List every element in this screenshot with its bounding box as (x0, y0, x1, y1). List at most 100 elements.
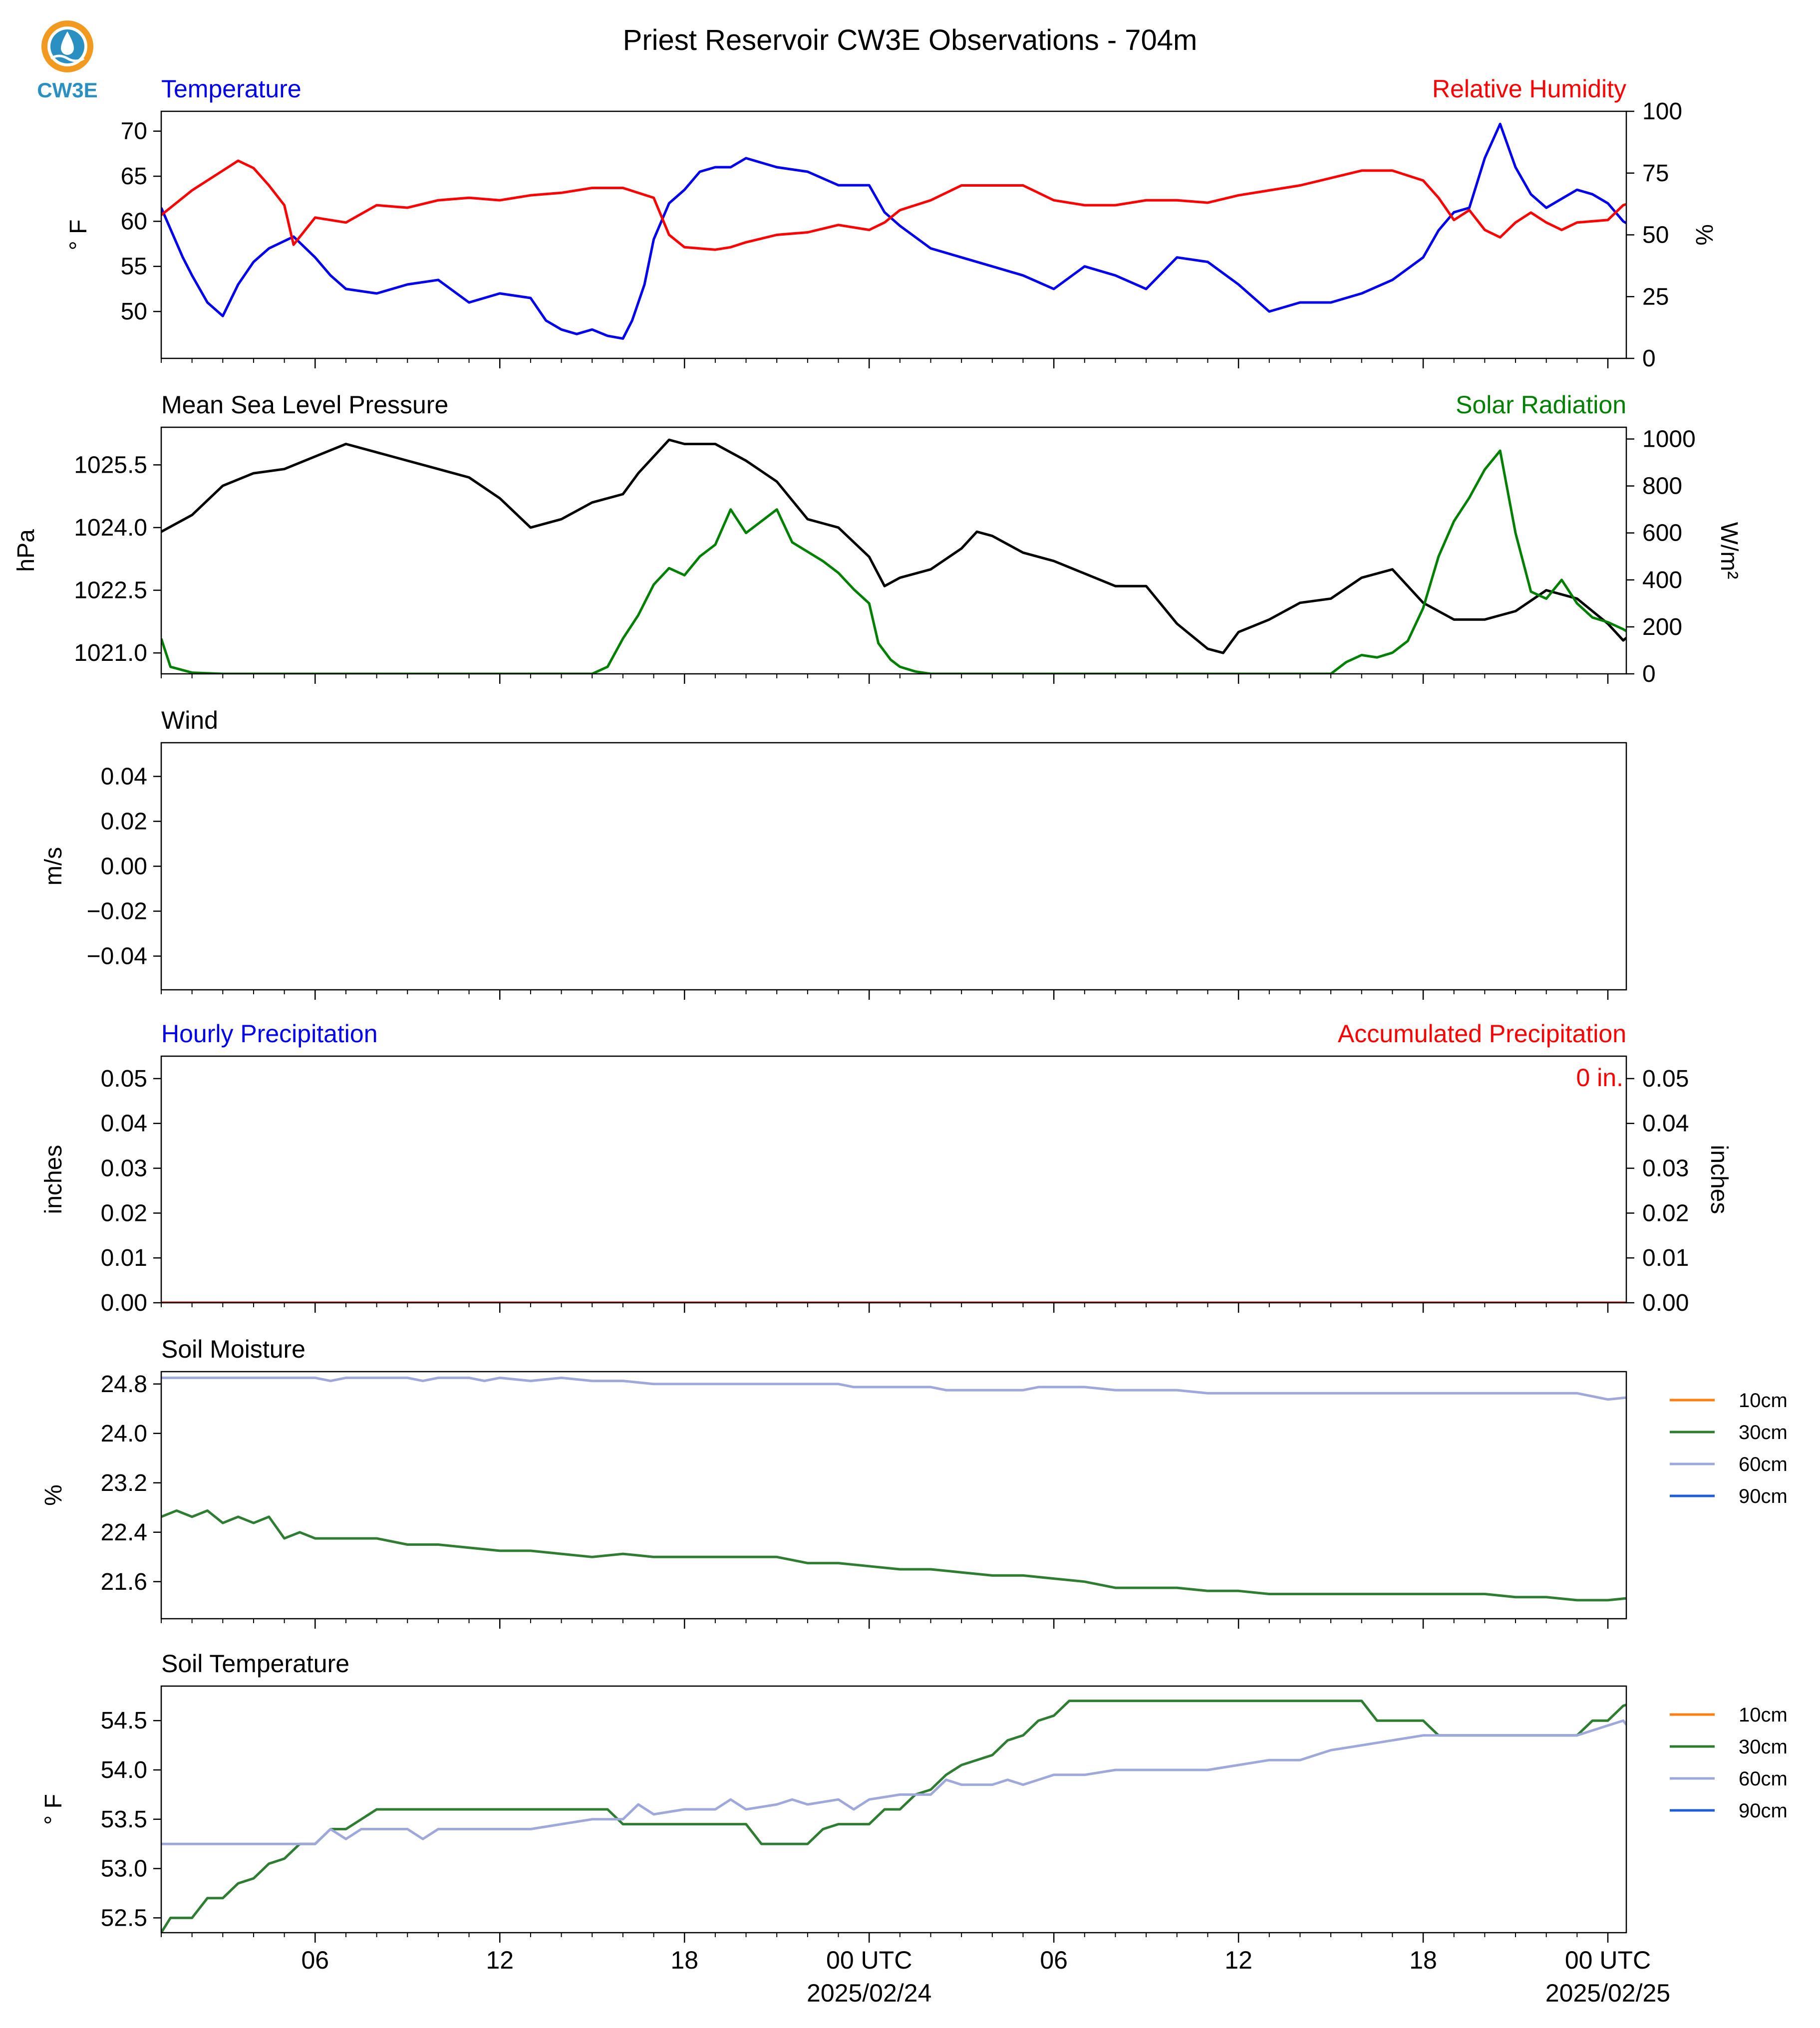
y-tick-label: 55 (121, 254, 147, 280)
y-tick-label-right: 0.02 (1642, 1200, 1689, 1226)
x-tick-label: 06 (301, 1946, 329, 1974)
y-axis-label-right: W/m² (1716, 522, 1742, 579)
y-tick-label: 52.5 (101, 1905, 147, 1931)
y-tick-label: 0.03 (101, 1156, 147, 1182)
panel-wind: Wind −0.04 −0.02 0.00 0.02 0.04 m/s (40, 706, 1627, 1000)
legend-label-30cm: 30cm (1739, 1422, 1788, 1444)
x-tick-label: 00 UTC (1565, 1946, 1651, 1974)
y-tick-label: 1021.0 (74, 640, 147, 666)
y-tick-label: 24.8 (101, 1371, 147, 1398)
y-tick-label-right: 0.05 (1642, 1066, 1689, 1092)
y-tick-label: 21.6 (101, 1569, 147, 1595)
series-60cm (161, 1719, 1626, 1845)
logo-drop-icon (61, 31, 74, 55)
x-tick-label: 12 (1224, 1946, 1252, 1974)
y-tick-label: 53.5 (101, 1806, 147, 1833)
y-axis-label-right: inches (1706, 1145, 1732, 1214)
y-tick-label: 0.02 (101, 809, 147, 835)
y-tick-label-right: 1000 (1642, 426, 1696, 453)
y-tick-label: 0.04 (101, 1111, 147, 1137)
y-tick-label: −0.04 (87, 943, 147, 970)
y-tick-label-right: 0.03 (1642, 1156, 1689, 1182)
y-tick-label: 1025.5 (74, 452, 147, 478)
y-axis-label: ° F (65, 220, 92, 251)
logo-text: CW3E (37, 78, 97, 102)
axes-frame (160, 1371, 1627, 1620)
y-tick-label-right: 100 (1642, 98, 1682, 125)
y-tick-label: 24.0 (101, 1421, 147, 1447)
y-tick-label: 53.0 (101, 1856, 147, 1882)
legend: 10cm 30cm 60cm 90cm (1670, 1390, 1788, 1507)
series-relative-humidity (161, 159, 1626, 251)
y-tick-label: 22.4 (101, 1519, 147, 1546)
y-tick-label-right: 0 (1642, 345, 1656, 372)
y-tick-label: 0.00 (101, 1290, 147, 1316)
y-tick-label: 0.02 (101, 1200, 147, 1226)
panel-title-left: Soil Moisture (161, 1335, 305, 1363)
panel-title-right: Solar Radiation (1456, 391, 1626, 419)
panel-title-left: Soil Temperature (161, 1650, 349, 1678)
legend: 10cm 30cm 60cm 90cm (1670, 1704, 1788, 1822)
y-tick-label: 1022.5 (74, 578, 147, 604)
y-axis-label: hPa (13, 529, 39, 572)
x-tick-label: 06 (1040, 1946, 1068, 1974)
panel-title-left: Hourly Precipitation (161, 1020, 378, 1048)
y-tick-label-right: 0.01 (1642, 1245, 1689, 1271)
legend-label-10cm: 10cm (1739, 1390, 1788, 1412)
panel-title-right: Accumulated Precipitation (1338, 1020, 1626, 1048)
y-tick-label: 0.01 (101, 1245, 147, 1271)
y-tick-label: 23.2 (101, 1470, 147, 1496)
y-axis-label: % (40, 1484, 67, 1506)
y-tick-label: 54.0 (101, 1757, 147, 1783)
panel-precip: Hourly Precipitation Accumulated Precipit… (40, 1020, 1732, 1316)
series-temperature (161, 122, 1626, 340)
page-title: Priest Reservoir CW3E Observations - 704… (623, 24, 1198, 56)
x-tick-label: 12 (486, 1946, 514, 1974)
x-date-label: 2025/02/25 (1545, 1979, 1670, 2007)
x-tick-label: 00 UTC (826, 1946, 912, 1974)
axes-frame (160, 426, 1627, 675)
y-tick-label: 50 (121, 298, 147, 325)
axes-frame (160, 110, 1627, 359)
series-60cm (161, 1376, 1626, 1401)
legend-label-10cm: 10cm (1739, 1704, 1788, 1726)
y-tick-label-right: 600 (1642, 520, 1682, 547)
y-tick-label: −0.02 (87, 898, 147, 925)
series-solar-radiation (161, 449, 1626, 674)
x-tick-label: 18 (1409, 1946, 1437, 1974)
panel-soil_moisture: Soil Moisture 21.6 22.4 23.2 24.0 24.8% 10cm 30… (40, 1335, 1788, 1629)
panel-title-left: Mean Sea Level Pressure (161, 391, 448, 419)
y-tick-label-right: 50 (1642, 222, 1669, 249)
x-date-label: 2025/02/24 (807, 1979, 931, 2007)
y-axis-label: inches (40, 1145, 67, 1214)
y-tick-label-right: 0 (1642, 661, 1656, 687)
y-tick-label: 1024.0 (74, 515, 147, 541)
y-tick-label: 60 (121, 208, 147, 235)
panel-mslp_solar: Mean Sea Level Pressure Solar Radiation 10… (13, 391, 1742, 687)
y-tick-label-right: 25 (1642, 284, 1669, 310)
y-tick-label-right: 0.04 (1642, 1111, 1689, 1137)
axes-frame (160, 1055, 1627, 1304)
axes-frame (160, 742, 1627, 991)
panel-soil_temperature: Soil Temperature 52.5 53.0 53.5 54.0 54.5 ° F 1… (40, 1650, 1788, 1943)
accumulated-total-label: 0 in. (1576, 1064, 1623, 1092)
legend-label-30cm: 30cm (1739, 1736, 1788, 1758)
series-30cm (161, 1509, 1626, 1602)
y-axis-label: m/s (40, 847, 67, 885)
y-tick-label-right: 400 (1642, 567, 1682, 593)
panel-title-right: Relative Humidity (1432, 75, 1626, 103)
chart-panels: Temperature Relative Humidity 50 55 60 65 70 0 2… (13, 75, 1788, 2007)
legend-label-60cm: 60cm (1739, 1453, 1788, 1475)
panel-title-left: Temperature (161, 75, 302, 103)
y-axis-label: ° F (40, 1794, 67, 1825)
legend-label-60cm: 60cm (1739, 1768, 1788, 1790)
y-tick-label-right: 0.00 (1642, 1290, 1689, 1316)
x-tick-label: 18 (670, 1946, 698, 1974)
y-tick-label: 0.05 (101, 1066, 147, 1092)
y-tick-label-right: 800 (1642, 473, 1682, 500)
cw3e-logo: CW3E (37, 20, 98, 102)
y-tick-label: 54.5 (101, 1708, 147, 1734)
y-tick-label-right: 200 (1642, 614, 1682, 640)
y-tick-label: 70 (121, 118, 147, 145)
